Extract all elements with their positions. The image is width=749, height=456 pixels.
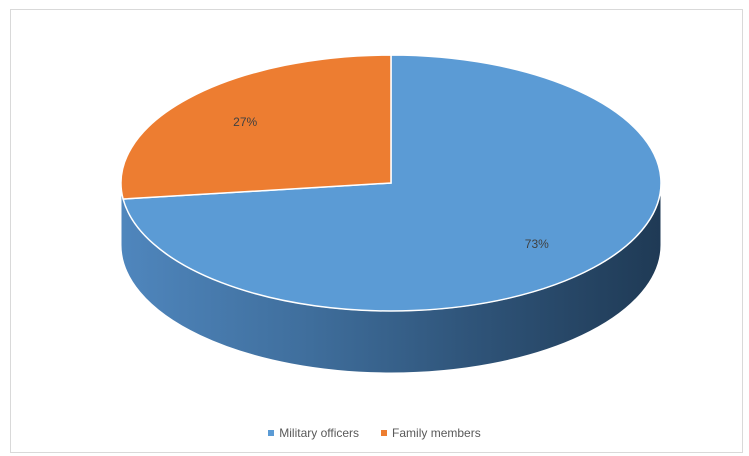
- pie-slice-family-members: [120, 54, 392, 200]
- legend: Military officers Family members: [0, 426, 749, 440]
- legend-label-family-members: Family members: [392, 426, 481, 440]
- data-label-military-officers: 73%: [525, 237, 549, 251]
- data-label-family-members: 27%: [233, 115, 257, 129]
- legend-swatch-family-members: [381, 430, 388, 436]
- legend-label-military-officers: Military officers: [279, 426, 360, 440]
- pie-slice-military-officers: [122, 54, 662, 312]
- legend-item-family-members: Family members: [381, 426, 481, 440]
- legend-swatch-military-officers: [268, 430, 275, 436]
- legend-item-military-officers: Military officers: [268, 426, 359, 440]
